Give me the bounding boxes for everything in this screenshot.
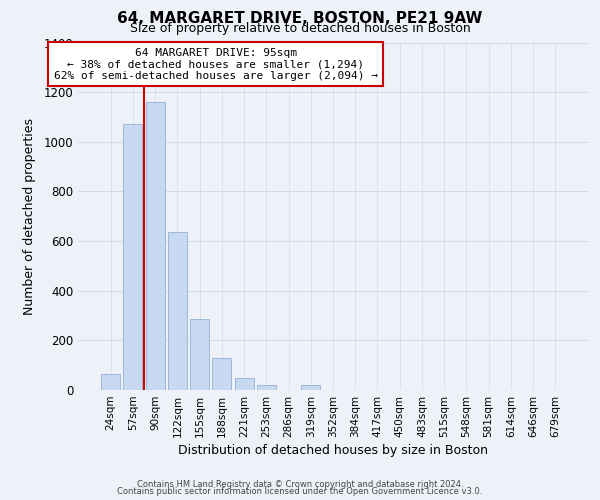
Text: Contains HM Land Registry data © Crown copyright and database right 2024.: Contains HM Land Registry data © Crown c… xyxy=(137,480,463,489)
Bar xyxy=(101,374,120,390)
Bar xyxy=(257,385,276,390)
Bar xyxy=(146,102,164,390)
Text: 64, MARGARET DRIVE, BOSTON, PE21 9AW: 64, MARGARET DRIVE, BOSTON, PE21 9AW xyxy=(118,11,482,26)
Bar xyxy=(301,385,320,390)
X-axis label: Distribution of detached houses by size in Boston: Distribution of detached houses by size … xyxy=(178,444,488,457)
Text: Size of property relative to detached houses in Boston: Size of property relative to detached ho… xyxy=(130,22,470,35)
Bar xyxy=(235,378,254,390)
Bar xyxy=(212,358,231,390)
Bar xyxy=(124,124,142,390)
Text: Contains public sector information licensed under the Open Government Licence v3: Contains public sector information licen… xyxy=(118,487,482,496)
Text: 64 MARGARET DRIVE: 95sqm
← 38% of detached houses are smaller (1,294)
62% of sem: 64 MARGARET DRIVE: 95sqm ← 38% of detach… xyxy=(54,48,378,81)
Bar xyxy=(168,232,187,390)
Y-axis label: Number of detached properties: Number of detached properties xyxy=(23,118,37,315)
Bar xyxy=(190,320,209,390)
